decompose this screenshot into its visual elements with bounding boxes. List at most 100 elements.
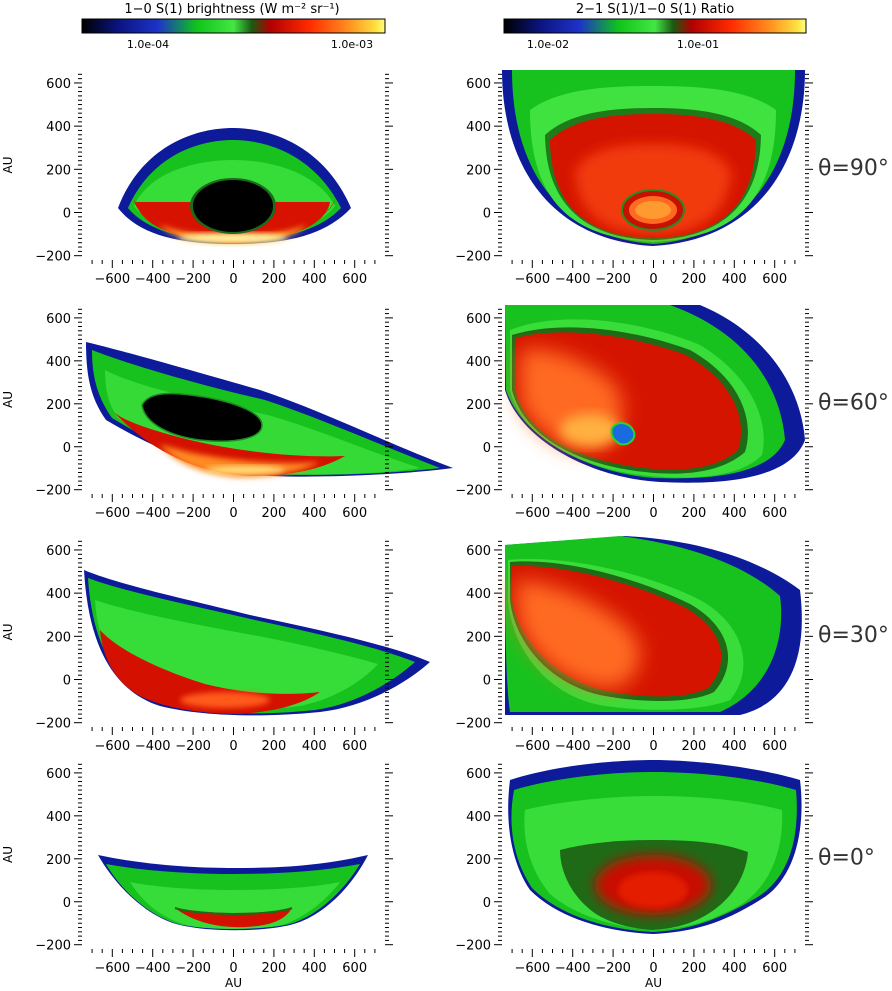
panel-3-1-image <box>508 760 802 934</box>
panel-2-0-image <box>84 570 430 716</box>
x-tick-label: −200 <box>175 506 211 521</box>
y-tick-label: 200 <box>466 163 491 178</box>
y-tick-label: 200 <box>466 853 491 868</box>
panel-3-1-axes: −600 −400 −200 0 200 400 600 −200 0 200 400 600 AU <box>455 763 813 990</box>
y-tick-label: 200 <box>46 163 71 178</box>
panel-3-0-image <box>98 855 368 931</box>
y-axis-label: AU <box>1 846 15 863</box>
y-tick-label: 400 <box>466 120 491 135</box>
y-tick-label: 200 <box>46 630 71 645</box>
y-axis-label: AU <box>1 624 15 641</box>
x-tick-label: −200 <box>595 272 631 287</box>
y-tick-label: 0 <box>63 896 71 911</box>
axes-layer: −600 −400 −200 0 200 400 600−2000200400600AU−6… <box>1 73 889 990</box>
y-tick-label: 600 <box>46 77 71 92</box>
y-tick-label: 0 <box>483 896 491 911</box>
x-tick-label: 600 <box>342 506 367 521</box>
panel-2-1-axes: −600 −400 −200 0 200 400 600 −200 0 200 400 600 <box>455 540 813 754</box>
y-tick-label: −200 <box>455 939 491 954</box>
theta-label-2: θ=30° <box>818 623 889 648</box>
x-tick-label: 400 <box>302 506 327 521</box>
x-tick-label: −400 <box>135 506 171 521</box>
colorbar-brightness-bar <box>81 18 386 34</box>
x-tick-label: −600 <box>514 739 550 754</box>
x-tick-label: 200 <box>261 506 286 521</box>
x-tick-label: 400 <box>722 961 747 976</box>
x-tick-label: 200 <box>681 961 706 976</box>
x-tick-label: 0 <box>229 272 237 287</box>
x-tick-label: −600 <box>94 961 130 976</box>
x-tick-label: −200 <box>595 506 631 521</box>
colorbar-ratio-tick-high: 1.0e-01 <box>677 38 719 51</box>
y-tick-label: 400 <box>46 120 71 135</box>
y-tick-label: 400 <box>46 587 71 602</box>
panel-0-0-image <box>118 128 351 244</box>
x-tick-label: 200 <box>261 739 286 754</box>
x-tick-label: 0 <box>649 739 657 754</box>
x-tick-label: −600 <box>514 961 550 976</box>
colorbar-ratio-bar <box>503 18 807 34</box>
x-tick-label: −200 <box>595 961 631 976</box>
x-tick-label: 600 <box>342 272 367 287</box>
x-tick-label: −600 <box>94 506 130 521</box>
colorbar-brightness-tick-low: 1.0e-04 <box>127 38 169 51</box>
colorbar-ratio-tick-low: 1.0e-02 <box>527 38 569 51</box>
theta-label-3: θ=0° <box>818 846 875 871</box>
y-axis-label: AU <box>1 391 15 408</box>
y-tick-label: 600 <box>466 544 491 559</box>
colorbar-brightness-title: 1−0 S(1) brightness (W m⁻² sr⁻¹) <box>124 2 339 17</box>
x-tick-label: 0 <box>649 506 657 521</box>
panel-2-1-image <box>505 536 802 715</box>
x-tick-label: 200 <box>681 739 706 754</box>
x-tick-label: −400 <box>555 961 591 976</box>
x-tick-label: −400 <box>135 739 171 754</box>
y-tick-label: 200 <box>46 853 71 868</box>
x-tick-label: −400 <box>135 272 171 287</box>
y-tick-label: 600 <box>466 767 491 782</box>
x-tick-label: −600 <box>514 506 550 521</box>
y-tick-label: 200 <box>466 398 491 413</box>
x-tick-label: 0 <box>649 961 657 976</box>
x-tick-label: 600 <box>342 961 367 976</box>
y-tick-label: 0 <box>63 207 71 222</box>
y-tick-label: 400 <box>466 587 491 602</box>
x-tick-label: 200 <box>261 961 286 976</box>
panel-0-1-image <box>502 70 805 246</box>
colorbar-brightness-tick-high: 1.0e-03 <box>331 38 373 51</box>
x-tick-label: 600 <box>342 739 367 754</box>
x-tick-label: 0 <box>649 272 657 287</box>
y-tick-label: 400 <box>46 355 71 370</box>
y-tick-label: 200 <box>46 398 71 413</box>
y-tick-label: 400 <box>466 810 491 825</box>
x-tick-label: −600 <box>94 739 130 754</box>
x-tick-label: 400 <box>722 506 747 521</box>
x-tick-label: 400 <box>302 272 327 287</box>
panel-2-0-axes: −600 −400 −200 0 200 400 600 −200 0 200 400 600 AU <box>1 540 393 754</box>
x-tick-label: 600 <box>762 961 787 976</box>
y-tick-label: 0 <box>483 207 491 222</box>
x-tick-label: −400 <box>555 506 591 521</box>
x-tick-label: 600 <box>762 739 787 754</box>
y-tick-label: 600 <box>46 767 71 782</box>
x-tick-label: 400 <box>722 272 747 287</box>
theta-label-0: θ=90° <box>818 156 889 181</box>
panel-0-1-axes: −600 −400 −200 0 200 400 600 −200 0 200 400 600 <box>455 73 813 287</box>
x-tick-label: 200 <box>681 506 706 521</box>
panel-1-0-image <box>86 342 453 478</box>
x-tick-label: −200 <box>595 739 631 754</box>
x-axis-label: AU <box>225 976 242 990</box>
x-tick-label: 400 <box>722 739 747 754</box>
x-tick-label: 400 <box>302 961 327 976</box>
y-tick-label: −200 <box>455 250 491 265</box>
y-tick-label: 0 <box>483 441 491 456</box>
x-tick-label: 600 <box>762 506 787 521</box>
x-tick-label: 0 <box>229 739 237 754</box>
x-tick-label: −200 <box>175 961 211 976</box>
x-tick-label: −200 <box>175 739 211 754</box>
x-axis-label: AU <box>645 976 662 990</box>
y-tick-label: −200 <box>455 484 491 499</box>
colorbar-ratio: 2−1 S(1)/1−0 S(1) Ratio 1.0e-02 1.0e-01 <box>503 2 807 51</box>
y-tick-label: 400 <box>466 355 491 370</box>
colorbar-ratio-title: 2−1 S(1)/1−0 S(1) Ratio <box>576 2 734 17</box>
